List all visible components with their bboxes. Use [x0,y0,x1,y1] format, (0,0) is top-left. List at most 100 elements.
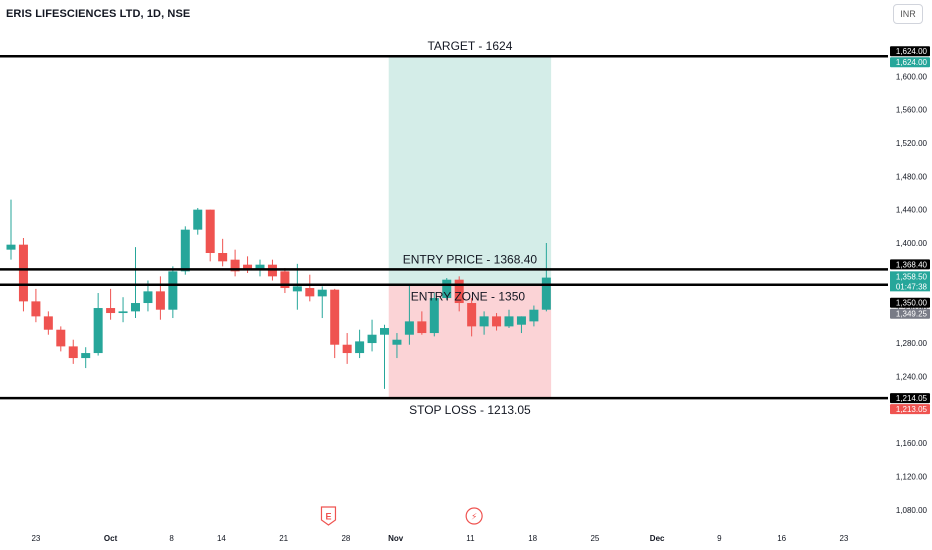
candle[interactable] [230,249,240,277]
candle[interactable] [131,247,140,319]
entry-zone-tag-text: 1,350.00 [896,299,928,308]
earnings-marker-glyph: E [325,512,331,522]
candle-body [193,209,203,230]
candle[interactable] [404,284,414,345]
stop-loss-tag-bg [890,393,930,404]
entry-price-tag-text: 1,368.40 [896,260,928,269]
candle-body [342,344,352,354]
target-label: TARGET - 1624 [427,39,512,53]
candle-body [429,298,439,334]
entry-zone-tag: 1,350.00 [890,297,930,308]
x-tick-label: 28 [341,534,350,543]
target-tag-2: 1,624.00 [890,57,930,68]
candle[interactable] [93,293,103,356]
candle[interactable] [479,311,489,335]
candle[interactable] [355,329,365,359]
candle[interactable] [31,288,41,323]
stop-loss-label: STOP LOSS - 1213.05 [409,403,531,417]
candle-body [305,288,315,297]
candle-body [516,316,526,325]
x-tick-label: Nov [388,534,404,543]
candle[interactable] [367,319,377,352]
dividend-marker-glyph: ⚡ [471,512,477,522]
candle[interactable] [81,347,91,369]
stop-loss-tag: 1,214.05 [890,393,930,404]
candle[interactable] [330,288,340,359]
candle[interactable] [193,207,203,235]
candle[interactable] [429,293,439,337]
target-tag-2-bg [890,57,930,68]
entry-price-tag: 1,368.40 [890,259,930,270]
candle[interactable] [205,209,215,262]
candle-body [280,271,290,289]
target-tag: 1,624.00 [890,46,930,57]
dividend-marker[interactable]: ⚡ [465,507,483,525]
candle[interactable] [342,333,352,364]
candle-body [131,303,140,312]
candle[interactable] [155,276,165,320]
candle[interactable] [43,311,53,335]
candle[interactable] [417,311,427,335]
candle-body [6,244,16,250]
candle-body [492,316,502,327]
candle[interactable] [516,316,526,334]
candle[interactable] [218,238,228,267]
candle-body [392,339,402,345]
y-tick-label: 1,440.00 [896,206,928,215]
candle-body [529,309,539,322]
candle[interactable] [56,326,66,352]
candle[interactable] [392,333,402,359]
stop-loss-tag-2: 1,213.05 [890,404,930,415]
candle[interactable] [6,199,16,260]
candle-body [43,316,53,330]
candle[interactable] [442,278,452,300]
y-tick-label: 1,400.00 [896,239,928,248]
currency-button[interactable]: INR [893,4,923,24]
candle[interactable] [118,297,128,323]
candle-body [180,229,190,272]
candle-body [81,353,91,359]
candle[interactable] [18,237,28,312]
candle[interactable] [180,226,190,275]
candle[interactable] [280,268,290,294]
x-tick-label: Oct [104,534,118,543]
x-tick-label: 25 [590,534,599,543]
profit-zone[interactable] [388,56,552,285]
y-tick-label: 1,520.00 [896,139,928,148]
candle[interactable] [168,266,178,319]
candle[interactable] [255,259,265,277]
x-tick-label: 18 [528,534,537,543]
candle[interactable] [305,274,315,302]
target-tag-text: 1,624.00 [896,47,928,56]
candle-body [255,264,265,270]
candle[interactable] [492,313,502,331]
candle-body [68,346,78,359]
earnings-marker[interactable]: E [320,506,337,526]
candle[interactable] [68,339,78,364]
x-tick-label: 23 [31,534,40,543]
candle-body [243,264,253,270]
candle[interactable] [454,276,464,312]
candle[interactable] [106,288,116,320]
candle[interactable] [317,286,327,319]
candle-body [380,328,389,335]
candle[interactable] [504,309,514,329]
candle[interactable] [292,263,302,310]
candle[interactable] [467,298,477,337]
candle-body [541,277,551,310]
y-tick-label: 1,480.00 [896,172,928,181]
candle-body [106,308,116,314]
x-tick-label: 11 [466,534,475,543]
candle[interactable] [380,324,389,389]
dividend-badge-icon [465,507,483,525]
x-tick-label: 21 [279,534,288,543]
x-tick-label: 16 [777,534,786,543]
candle[interactable] [529,305,539,327]
candle[interactable] [541,243,551,312]
entry-price-tag-bg [890,259,930,270]
candle-body [330,289,340,345]
candle-body [93,308,103,354]
chart-title: ERIS LIFESCIENCES LTD, 1D, NSE [6,8,191,20]
